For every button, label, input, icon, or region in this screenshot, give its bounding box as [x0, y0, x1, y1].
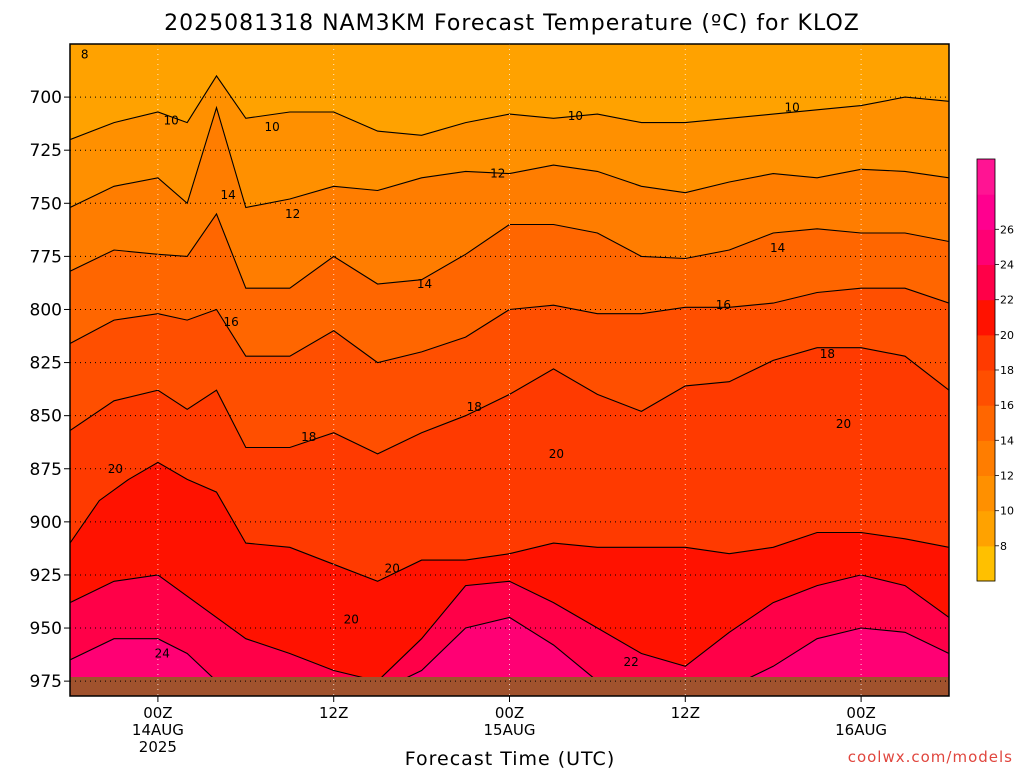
contour-label: 20 [344, 613, 359, 627]
x-tick-label: 00Z [846, 704, 875, 722]
contour-line [70, 461, 949, 582]
y-axis: 700 725 750 775 800 825 850 875 900 925 950 975 [30, 88, 70, 692]
colorbar-tick-label: 24 [1000, 259, 1014, 272]
colorbar-segment [977, 159, 995, 195]
colorbar-tick-label: 12 [1000, 470, 1014, 483]
colorbar-segment [977, 370, 995, 406]
contour-label: 14 [417, 277, 432, 291]
y-tick-label: 800 [30, 300, 62, 320]
x-tick-label: 2025 [139, 738, 177, 756]
colorbar-tick-label: 22 [1000, 294, 1014, 307]
contour-label: 20 [385, 562, 400, 576]
y-tick-label: 950 [30, 619, 62, 639]
colorbar-segment [977, 510, 995, 547]
plot-grid [70, 44, 949, 696]
contour-line [70, 574, 949, 682]
colorbar-tick-label: 18 [1000, 364, 1014, 377]
contour-lines [70, 74, 949, 693]
colorbar: 8 10 12 14 16 18 20 22 24 26 [976, 158, 1014, 582]
contour-label: 16 [716, 298, 731, 312]
y-tick-label: 850 [30, 407, 62, 427]
colorbar-tick-label: 16 [1000, 399, 1014, 412]
contour-label: 18 [301, 430, 316, 444]
contour-line [70, 212, 949, 289]
y-tick-label: 825 [30, 354, 62, 374]
y-tick-label: 875 [30, 460, 62, 480]
contour-line [70, 616, 949, 693]
temperature-bands [70, 44, 949, 696]
contour-label: 10 [265, 120, 280, 134]
contour-label: 16 [223, 315, 238, 329]
colorbar-segment [977, 440, 995, 476]
y-tick-label: 925 [30, 566, 62, 586]
contour-label: 14 [221, 188, 236, 202]
contour-line [70, 105, 949, 209]
colorbar-segment [977, 475, 995, 512]
ground-surface [70, 677, 949, 696]
y-tick-label: 900 [30, 513, 62, 533]
y-tick-label: 975 [30, 672, 62, 692]
plot-area: 8 10 10 10 10 14 12 12 14 14 16 16 18 18 18 20 20 20 20 20 2… [70, 44, 949, 696]
x-tick-label: 15AUG [484, 721, 536, 739]
colorbar-tick-label: 26 [1000, 223, 1014, 236]
y-tick-label: 775 [30, 247, 62, 267]
credit-text: coolwx.com/models [848, 748, 1013, 766]
colorbar-tick-label: 14 [1000, 434, 1014, 447]
colorbar-segment [977, 405, 995, 441]
x-tick-label: 16AUG [835, 721, 887, 739]
contour-label: 12 [285, 207, 300, 221]
x-tick-label: 00Z [143, 704, 172, 722]
contour-label: 18 [467, 400, 482, 414]
contour-label: 10 [785, 101, 800, 115]
x-axis-label: Forecast Time (UTC) [405, 748, 615, 768]
colorbar-tick-label: 8 [1000, 540, 1007, 553]
colorbar-segment [977, 229, 995, 265]
contour-label: 22 [623, 655, 638, 669]
contour-label: 10 [568, 109, 583, 123]
contour-label: 24 [155, 647, 170, 661]
colorbar-segment [977, 299, 995, 336]
temperature-band [70, 617, 949, 696]
y-tick-label: 750 [30, 194, 62, 214]
contour-label: 20 [549, 447, 564, 461]
y-tick-label: 700 [30, 88, 62, 108]
x-tick-label: 12Z [319, 704, 348, 722]
contour-line [70, 347, 949, 455]
colorbar-tick-label: 20 [1000, 329, 1014, 342]
contour-labels: 8 10 10 10 10 14 12 12 14 14 16 16 18 18 18 20 20 20 20 20 2… [81, 48, 851, 669]
x-tick-label: 00Z [495, 704, 524, 722]
contour-line [70, 74, 949, 141]
contour-label: 20 [836, 417, 851, 431]
colorbar-segment [977, 545, 995, 582]
contour-label: 18 [820, 347, 835, 361]
contour-label: 12 [490, 167, 505, 181]
x-tick-label: 14AUG [132, 721, 184, 739]
colorbar-segment [977, 264, 995, 301]
contour-line [70, 287, 949, 364]
colorbar-segment [977, 334, 995, 371]
chart-title: 2025081318 NAM3KM Forecast Temperature (… [164, 11, 860, 36]
colorbar-segment [977, 194, 995, 230]
x-tick-label: 12Z [671, 704, 700, 722]
colorbar-tick-label: 10 [1000, 505, 1014, 518]
contour-label: 20 [108, 462, 123, 476]
contour-label: 14 [770, 241, 785, 255]
contour-label: 8 [81, 48, 89, 62]
contour-label: 10 [163, 114, 178, 128]
y-tick-label: 725 [30, 141, 62, 161]
